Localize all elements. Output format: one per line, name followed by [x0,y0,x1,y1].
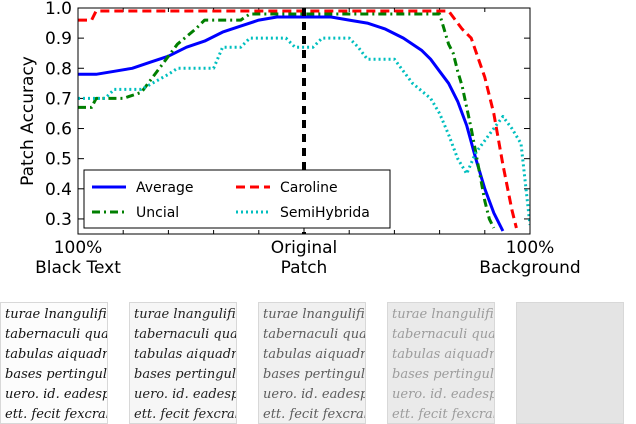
patch-text-line: tabernaculi quae [392,327,495,342]
y-tick-label: 0.9 [45,29,72,49]
patch-text-line: tabulas aiquadra [263,347,366,362]
legend-label-semihybrida: SemiHybrida [280,205,370,221]
patch-text-line: tabulas aiquadra [134,347,237,362]
patch-text-line: bases pertingulat [5,367,108,382]
patch-image: turae lnangulifi tabernaculi quae tabulas … [0,302,108,424]
x-tick-label: Black Text [35,258,121,278]
patch-text-line: bases pertingulat [134,367,237,382]
patch-strip: turae lnangulifi tabernaculi quae tabulas … [0,302,636,424]
series-line-average [78,15,505,232]
x-tick-label: 100% [506,238,555,258]
legend: Average Caroline Uncial SemiHybrida [83,169,391,229]
series-layer [78,9,530,232]
legend-label-uncial: Uncial [136,205,179,221]
patch-text-line: turae lnangulifi [263,307,365,322]
patch-text-line: tabernaculi quae [5,327,108,342]
patch-text-line: turae lnangulifi [134,307,236,322]
patch-text-line: ett. fecit fexcrabul [263,407,365,422]
legend-label-caroline: Caroline [280,180,338,196]
patch-image [516,302,624,424]
patch-text-line: turae lnangulifi [392,307,494,322]
x-tick-label: Background [479,258,580,278]
patch-text-line: ett. fecit fexcrabul [5,407,107,422]
patch-text-line: turae lnangulifi [5,307,107,322]
legend-box [83,169,391,229]
y-axis-label: Patch Accuracy [18,56,38,186]
patch-text-line: uero. id. eadespa [134,387,237,402]
patch-accuracy-chart: 0.30.40.50.60.70.80.91.0 100%Black TextO… [18,0,581,278]
y-tick-label: 0.5 [45,150,72,170]
y-tick-label: 0.6 [45,120,72,140]
x-tick-label: Original [271,238,338,258]
legend-label-average: Average [136,180,194,196]
x-tick-label: 100% [54,238,103,258]
x-tick-label: Patch [281,258,328,278]
patch-image: turae lnangulifi tabernaculi quae tabulas … [258,302,366,424]
y-tick-label: 1.0 [45,0,72,19]
patch-text-line: uero. id. eadespa [263,387,366,402]
y-tick-label: 0.8 [45,59,72,79]
patch-text-line: bases pertingulat [263,367,366,382]
patch-text-line: ett. fecit fexcrabul [134,407,236,422]
plot-frame [77,7,531,235]
y-tick-label: 0.4 [45,180,72,200]
series-line-semihybrida [78,36,530,226]
patch-text-line: uero. id. eadespa [392,387,495,402]
x-axis-ticks: 100%Black TextOriginalPatch100%Backgroun… [35,8,581,278]
y-tick-label: 0.3 [45,210,72,230]
patch-image: turae lnangulifi tabernaculi quae tabulas … [129,302,237,424]
patch-image: turae lnangulifi tabernaculi quae tabulas … [387,302,495,424]
series-line-caroline [78,9,518,229]
patch-text-line: tabernaculi quae [134,327,237,342]
patch-text-line: tabulas aiquadra [392,347,495,362]
y-tick-label: 0.7 [45,89,72,109]
patch-text-line: tabernaculi quae [263,327,366,342]
y-axis-ticks: 0.3 0.4 0.5 0.6 0.7 0.8 0.9 1.0 [45,0,530,230]
patch-text-line: ett. fecit fexcrabul [392,407,494,422]
patch-text-line: bases pertingulat [392,367,495,382]
patch-text-line: uero. id. eadespa [5,387,108,402]
series-line-uncial [78,12,496,229]
patch-text-line: tabulas aiquadra [5,347,108,362]
